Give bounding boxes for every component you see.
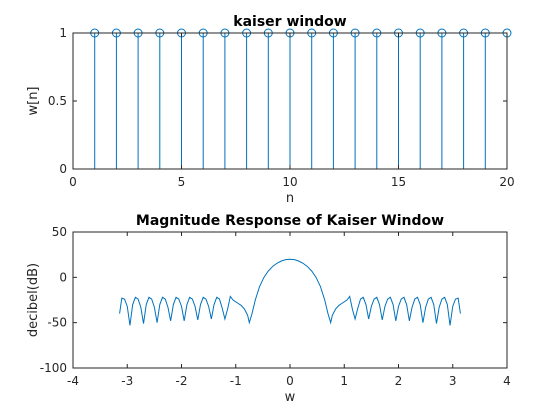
- plot-kaiser-window: kaiser window w[n] n 0 5 10 15 20 0 0.5 1: [26, 14, 515, 206]
- x-tick-label: 4: [503, 374, 511, 388]
- magnitude-response-line: [119, 258, 461, 326]
- x-tick-label: 10: [282, 175, 297, 189]
- y-axis-label-decibel: decibel(dB): [26, 263, 41, 337]
- x-tick-label: -2: [176, 374, 188, 388]
- x-tick-label: 1: [340, 374, 348, 388]
- axes-box-top: [72, 32, 508, 170]
- y-tick-label: 0: [59, 270, 67, 284]
- y-tick-label: -50: [47, 316, 67, 330]
- x-tick-label: 3: [449, 374, 457, 388]
- y-tick-label: 50: [52, 225, 67, 239]
- y-tick-label: 1: [59, 26, 67, 40]
- chart-title-kaiser-window: kaiser window: [233, 14, 347, 30]
- chart-title-magnitude-response: Magnitude Response of Kaiser Window: [136, 213, 444, 229]
- plot-magnitude-response: Magnitude Response of Kaiser Window deci…: [26, 213, 511, 405]
- x-tick-label: -1: [230, 374, 242, 388]
- axes-box-bottom: [72, 231, 508, 369]
- x-tick-label: 0: [69, 175, 77, 189]
- x-tick-label: -4: [67, 374, 79, 388]
- x-tick-label: 2: [395, 374, 403, 388]
- x-tick-label: -3: [121, 374, 133, 388]
- axis-ticks-top: 0 5 10 15 20 0 0.5 1: [48, 26, 515, 189]
- x-tick-label: 5: [178, 175, 186, 189]
- y-tick-label: 0.5: [48, 94, 67, 108]
- x-axis-label-w: w: [285, 390, 296, 405]
- x-tick-label: 0: [286, 374, 294, 388]
- x-axis-label-n: n: [286, 191, 294, 206]
- y-tick-label: 0: [59, 162, 67, 176]
- y-tick-label: -100: [40, 361, 67, 375]
- axis-ticks-bottom: -4 -3 -2 -1 0 1 2 3 4 -100 -50 0 50: [40, 225, 511, 388]
- stem-series: [90, 28, 512, 169]
- y-axis-label-wn: w[n]: [26, 86, 41, 115]
- x-tick-label: 20: [499, 175, 514, 189]
- x-tick-label: 15: [391, 175, 406, 189]
